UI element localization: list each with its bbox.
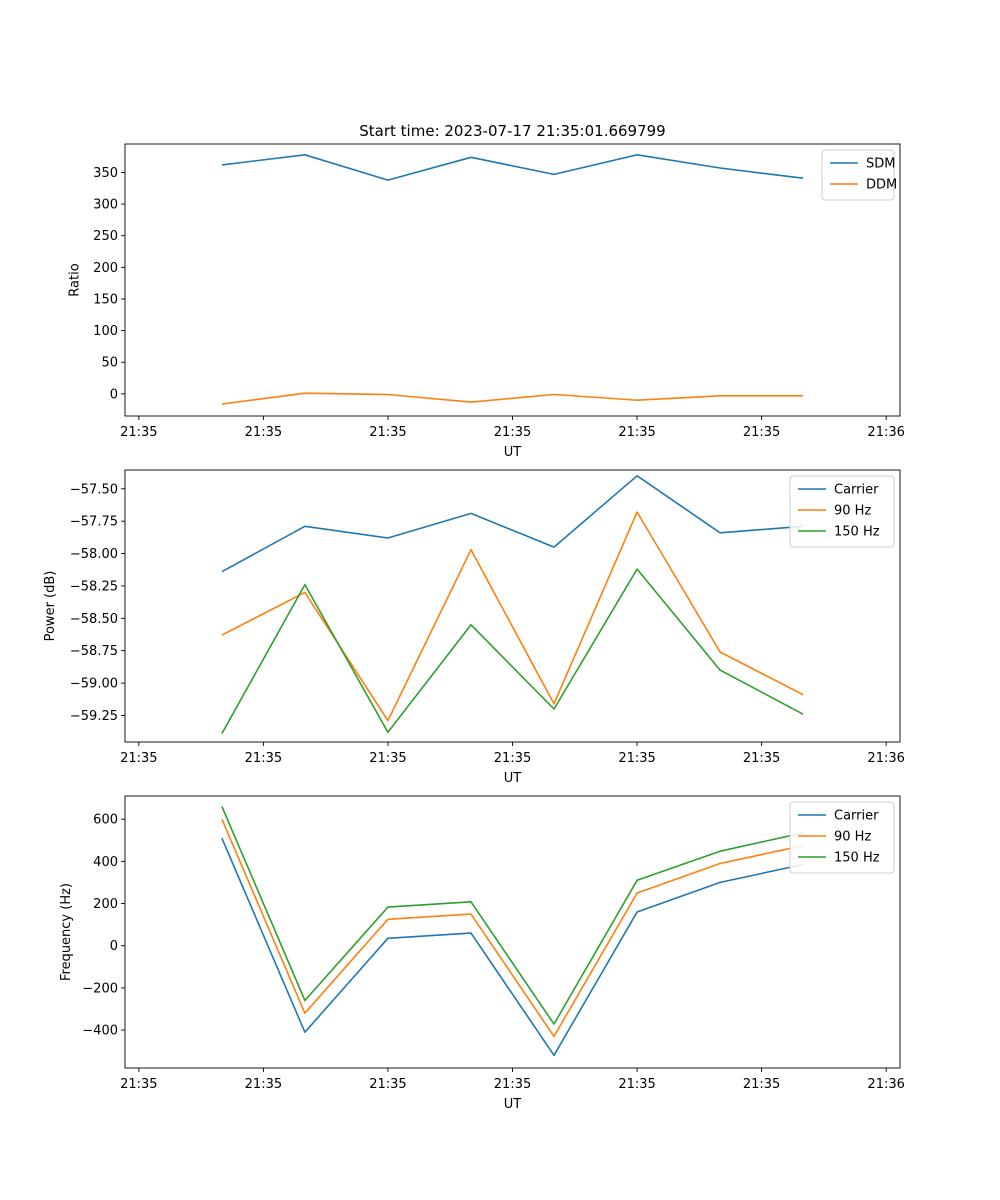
x-tick-label: 21:35	[618, 1077, 655, 1092]
y-tick-label: 200	[93, 261, 118, 276]
x-axis-label: UT	[504, 1097, 522, 1112]
x-tick-label: 21:35	[743, 425, 780, 440]
y-tick-label: −400	[82, 1024, 118, 1039]
x-tick-label: 21:35	[494, 751, 531, 766]
y-tick-label: 50	[101, 356, 118, 371]
y-tick-label: 250	[93, 229, 118, 244]
y-axis-label: Frequency (Hz)	[59, 883, 74, 981]
legend-label: SDM	[866, 157, 895, 172]
x-tick-label: 21:35	[618, 425, 655, 440]
y-tick-label: 600	[93, 813, 118, 828]
x-tick-label: 21:35	[120, 425, 157, 440]
series-line-150-hz	[221, 806, 804, 1025]
y-tick-label: 0	[110, 387, 118, 402]
legend-box	[789, 801, 895, 874]
y-tick-label: −57.75	[70, 515, 118, 530]
y-axis-label: Ratio	[67, 263, 82, 296]
x-tick-label: 21:36	[867, 425, 904, 440]
y-tick-label: −58.25	[70, 579, 118, 594]
plots-container: 21:35 21:35 21:35 21:35 21:35 21:35 21:36 0 50 10…	[43, 143, 905, 1112]
y-tick-label: −59.25	[70, 709, 118, 724]
x-tick-label: 21:35	[369, 751, 406, 766]
subplot-1: 21:35 21:35 21:35 21:35 21:35 21:35 21:36 0 50 10…	[67, 143, 905, 460]
subplot-3: 21:35 21:35 21:35 21:35 21:35 21:35 21:36 −400 −…	[59, 795, 905, 1112]
series-line-carrier	[221, 837, 804, 1057]
x-axis-label: UT	[504, 445, 522, 460]
x-tick-label: 21:35	[494, 1077, 531, 1092]
x-tick-label: 21:35	[743, 1077, 780, 1092]
y-axis-label: Power (dB)	[43, 571, 58, 642]
y-tick-label: 300	[93, 198, 118, 213]
y-tick-label: −58.50	[70, 612, 118, 627]
legend-box	[789, 475, 895, 548]
y-tick-label: −59.00	[70, 677, 118, 692]
x-tick-label: 21:35	[120, 1077, 157, 1092]
legend: Carrier 90 Hz 150 Hz	[789, 801, 895, 874]
legend-label: 90 Hz	[834, 504, 871, 519]
x-tick-label: 21:35	[618, 751, 655, 766]
y-tick-label: 400	[93, 855, 118, 870]
x-tick-label: 21:35	[743, 751, 780, 766]
x-axis-label: UT	[504, 771, 522, 786]
x-tick-label: 21:35	[245, 425, 282, 440]
y-tick-label: 0	[110, 939, 118, 954]
y-tick-label: −57.50	[70, 482, 118, 497]
y-tick-label: −58.75	[70, 644, 118, 659]
x-tick-label: 21:35	[369, 425, 406, 440]
y-tick-label: −200	[82, 981, 118, 996]
legend: SDM DDM	[821, 149, 897, 201]
y-tick-label: −58.00	[70, 547, 118, 562]
y-tick-label: 350	[93, 166, 118, 181]
y-tick-label: 150	[93, 292, 118, 307]
legend-label: 150 Hz	[834, 525, 880, 540]
x-tick-label: 21:36	[867, 1077, 904, 1092]
x-tick-label: 21:35	[120, 751, 157, 766]
legend-label: Carrier	[834, 809, 879, 824]
subplot-2: 21:35 21:35 21:35 21:35 21:35 21:35 21:36 −59.2…	[43, 469, 905, 786]
figure-title: Start time: 2023-07-17 21:35:01.669799	[359, 122, 665, 140]
x-tick-label: 21:35	[245, 751, 282, 766]
series-line-sdm	[221, 154, 804, 181]
legend-label: 150 Hz	[834, 851, 880, 866]
series-line-90-hz	[221, 511, 804, 722]
x-tick-label: 21:36	[867, 751, 904, 766]
series-line-90-hz	[221, 818, 804, 1038]
x-tick-label: 21:35	[245, 1077, 282, 1092]
legend-label: DDM	[866, 178, 897, 193]
series-line-carrier	[221, 474, 804, 573]
legend-label: Carrier	[834, 483, 879, 498]
legend-label: 90 Hz	[834, 830, 871, 845]
x-tick-label: 21:35	[369, 1077, 406, 1092]
y-tick-label: 200	[93, 897, 118, 912]
legend: Carrier 90 Hz 150 Hz	[789, 475, 895, 548]
y-tick-label: 100	[93, 324, 118, 339]
x-tick-label: 21:35	[494, 425, 531, 440]
series-line-ddm	[221, 392, 804, 405]
series-line-150-hz	[221, 568, 804, 734]
